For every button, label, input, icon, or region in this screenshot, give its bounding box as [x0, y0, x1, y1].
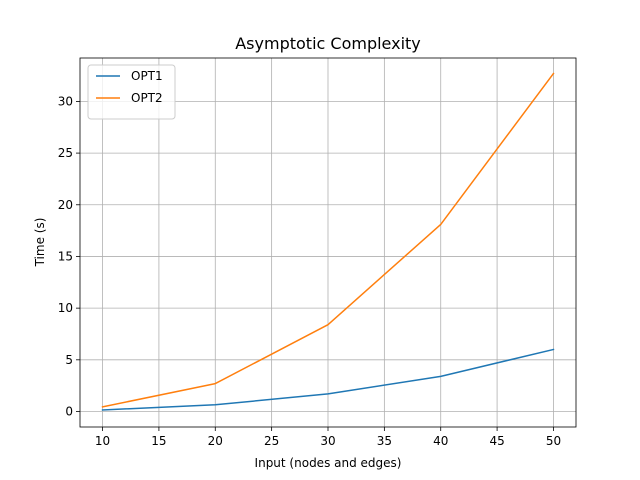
x-tick-label: 15 [151, 434, 166, 448]
grid [80, 58, 576, 427]
chart-title: Asymptotic Complexity [235, 34, 421, 53]
series-line-opt1 [101, 348, 555, 411]
x-tick-label: 50 [546, 434, 561, 448]
x-tick-label: 45 [489, 434, 504, 448]
x-tick-label: 10 [95, 434, 110, 448]
x-tick-label: 40 [433, 434, 448, 448]
legend-label-opt2: OPT2 [131, 91, 163, 105]
x-tick-label: 25 [264, 434, 279, 448]
y-tick-label: 5 [65, 353, 73, 367]
y-tick-label: 25 [58, 146, 73, 160]
x-tick-label: 30 [320, 434, 335, 448]
legend-label-opt1: OPT1 [131, 69, 163, 83]
x-tick-label: 35 [377, 434, 392, 448]
y-tick-label: 0 [65, 404, 73, 418]
y-tick-label: 30 [58, 94, 73, 108]
x-axis-label: Input (nodes and edges) [255, 456, 402, 470]
x-tick-label: 20 [208, 434, 223, 448]
series-line-opt2 [101, 72, 555, 408]
y-tick-label: 20 [58, 198, 73, 212]
legend: OPT1 OPT2 [87, 64, 176, 120]
y-tick-label: 15 [58, 249, 73, 263]
axis-ticks: 10 15 20 25 30 35 40 45 50 0 5 10 15 20 25 30 [58, 94, 561, 448]
series-lines [101, 72, 555, 411]
y-tick-label: 10 [58, 301, 73, 315]
legend-box [87, 64, 176, 120]
y-axis-label: Time (s) [33, 218, 47, 268]
